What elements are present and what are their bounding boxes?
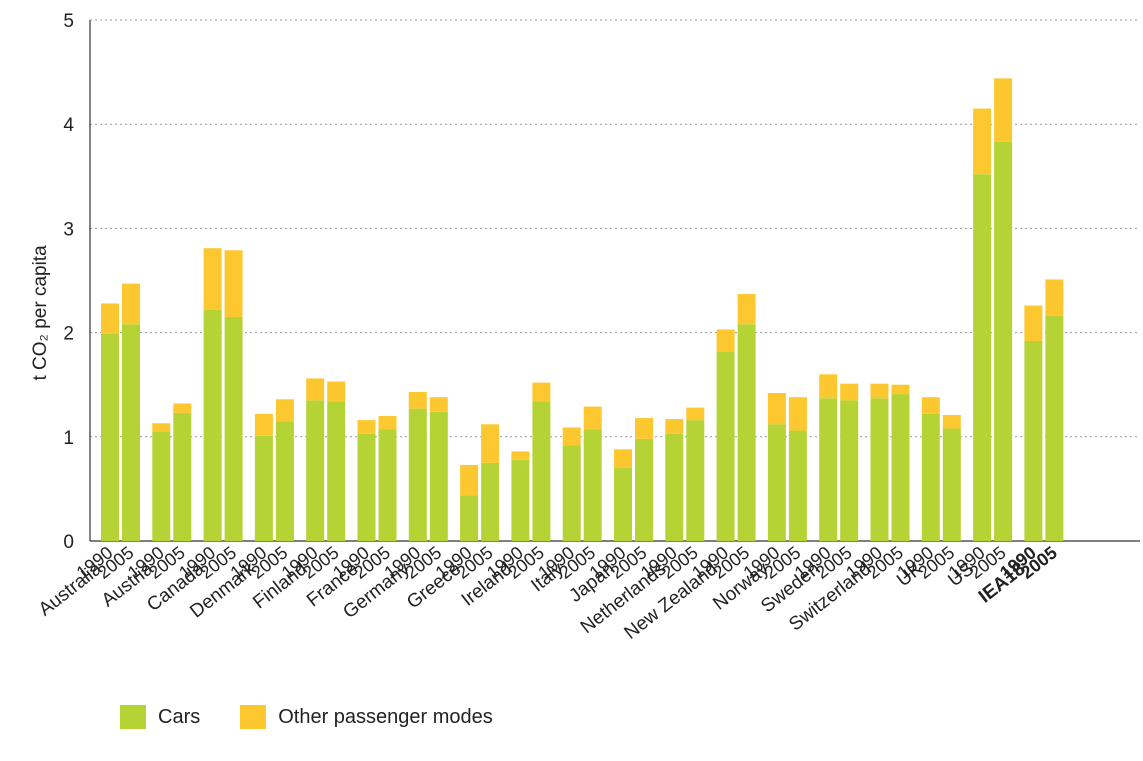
bar-other (101, 303, 119, 334)
bar-other (275, 399, 294, 422)
bar-cars (532, 401, 551, 541)
bar-cars (870, 398, 889, 541)
bar-other (378, 415, 397, 430)
bar-cars (942, 428, 961, 541)
bar-other (1024, 305, 1043, 341)
bar-cars (122, 324, 140, 541)
bar-cars (583, 429, 602, 541)
bar-other (665, 419, 684, 434)
bar-cars (408, 408, 427, 541)
bar-other (152, 423, 171, 432)
bar-other (973, 108, 992, 175)
bar-other (686, 407, 705, 421)
bar-cars (511, 459, 530, 541)
bar-other (994, 78, 1013, 142)
bar-cars (994, 141, 1013, 541)
bar-cars (686, 420, 705, 541)
bar-other (819, 374, 838, 399)
bar-other (306, 378, 325, 401)
bar-other (562, 427, 581, 446)
y-tick-label: 5 (63, 11, 74, 32)
bar-other (942, 414, 961, 429)
bar-cars (275, 421, 294, 541)
legend-item-other: Other passenger modes (240, 705, 493, 729)
bar-cars (327, 401, 346, 541)
x-country-label: Australia (35, 558, 107, 620)
bar-other (532, 382, 551, 402)
bar-other (840, 383, 859, 401)
y-tick-label: 2 (63, 324, 74, 345)
bar-cars (460, 495, 479, 541)
bar-cars (1024, 340, 1043, 541)
legend-swatch-other (240, 705, 267, 729)
bar-other (614, 449, 632, 469)
bar-cars (173, 412, 192, 541)
bar-other (767, 393, 786, 425)
bar-other (173, 403, 192, 413)
bar-other (203, 248, 222, 310)
bar-other (357, 420, 376, 434)
bar-cars (562, 445, 581, 541)
bar-other (429, 397, 448, 412)
bar-other (408, 391, 427, 409)
bar-cars (357, 433, 376, 541)
legend: Cars Other passenger modes (120, 705, 533, 729)
bar-other (481, 424, 500, 463)
bar-cars (1045, 315, 1064, 541)
bar-cars (152, 431, 171, 541)
bar-cars (788, 430, 807, 541)
bar-other (870, 383, 889, 399)
y-tick-label: 4 (63, 115, 74, 136)
bar-other (788, 397, 807, 431)
legend-label-other: Other passenger modes (278, 705, 493, 728)
legend-label-cars: Cars (158, 705, 201, 728)
y-axis-label: t CO₂ per capita (30, 245, 51, 381)
bar-cars (429, 411, 448, 541)
bar-cars (767, 424, 786, 541)
bar-cars (737, 324, 756, 541)
bar-other (327, 381, 346, 402)
bar-other (1045, 279, 1064, 316)
bar-cars (378, 429, 397, 541)
bar-other (583, 406, 602, 430)
bar-cars (665, 433, 684, 541)
y-tick-label: 3 (63, 219, 74, 240)
bar-cars (101, 333, 119, 541)
bar-other (891, 384, 910, 395)
bar-cars (840, 400, 859, 541)
bar-cars (481, 462, 500, 541)
bar-other (122, 283, 140, 325)
bar-other (737, 294, 756, 325)
bar-cars (716, 351, 735, 541)
y-tick-label: 0 (63, 532, 74, 553)
bar-cars (224, 316, 243, 541)
bar-other (716, 329, 735, 352)
y-tick-label: 1 (63, 428, 74, 449)
bar-other (254, 413, 273, 436)
legend-item-cars: Cars (120, 705, 200, 729)
bar-cars (819, 398, 838, 541)
bar-other (921, 397, 940, 414)
bar-cars (254, 435, 273, 541)
legend-swatch-cars (120, 705, 146, 729)
bar-other (511, 451, 530, 460)
bar-other (224, 250, 243, 317)
bar-cars (973, 174, 992, 541)
bar-cars (614, 468, 632, 541)
bar-cars (635, 438, 653, 541)
bar-cars (921, 413, 940, 541)
bar-cars (203, 309, 222, 541)
bar-other (635, 418, 653, 439)
bar-cars (891, 394, 910, 541)
bar-cars (306, 400, 325, 541)
bar-other (460, 464, 479, 496)
